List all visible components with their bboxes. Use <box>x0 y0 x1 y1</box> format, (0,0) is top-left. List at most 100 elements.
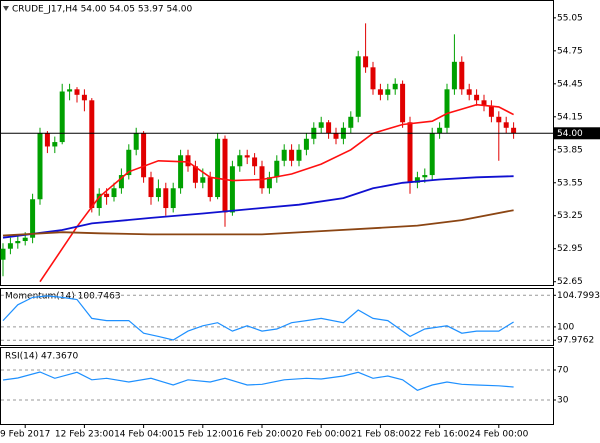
y-tick-label: 53.55 <box>557 178 583 188</box>
candle-body <box>370 67 376 90</box>
candle-body <box>451 61 457 90</box>
candle-body <box>59 91 65 143</box>
current-price-box <box>553 127 600 140</box>
y-tick-label: 55.05 <box>557 13 583 23</box>
candle-body <box>289 149 295 161</box>
chart-title: CRUDE_J17,H4 54.00 54.05 53.97 54.00 <box>12 5 192 15</box>
candle-body <box>155 188 161 198</box>
candle-body <box>237 155 243 167</box>
candle-body <box>7 243 13 249</box>
candle-body <box>178 155 184 189</box>
candle-body <box>244 155 250 158</box>
y-tick-label: 97.9762 <box>557 336 594 346</box>
main-panel-frame <box>0 0 554 286</box>
x-tick-label: 14 Feb 04:00 <box>114 430 173 440</box>
candle-body <box>474 94 480 101</box>
candle-body <box>466 89 472 95</box>
candle-body <box>266 177 272 189</box>
candle-body <box>355 56 361 117</box>
current-price-label: 54.00 <box>557 129 583 139</box>
candle-body <box>192 166 198 183</box>
candle-body <box>377 89 383 95</box>
y-tick-label: 104.7993 <box>557 291 600 301</box>
candle-body <box>126 149 132 176</box>
x-tick-label: 15 Feb 12:00 <box>173 430 232 440</box>
y-tick-label: 53.25 <box>557 211 583 221</box>
candle-body <box>207 177 213 198</box>
y-tick-label: 53.85 <box>557 145 583 155</box>
candle-body <box>481 100 487 106</box>
candle-body <box>496 116 502 123</box>
momentum-title: Momentum(14) 100.7463 <box>5 292 121 302</box>
y-tick-label: 54.15 <box>557 112 583 122</box>
candle-body <box>15 241 21 244</box>
candle-body <box>111 188 117 198</box>
x-tick-label: 22 Feb 16:00 <box>410 430 469 440</box>
candle-body <box>422 175 428 178</box>
candle-body <box>259 166 265 189</box>
candle-body <box>222 138 228 213</box>
candle-body <box>429 133 435 176</box>
x-tick-label: 16 Feb 20:00 <box>232 430 291 440</box>
candle-body <box>118 175 124 189</box>
candle-body <box>96 193 102 209</box>
x-tick-label: 12 Feb 23:00 <box>55 430 114 440</box>
moving-average <box>2 209 514 237</box>
y-tick-label: 52.95 <box>557 244 583 254</box>
rsi-title: RSI(14) 47.3670 <box>5 352 78 362</box>
y-tick-label: 100 <box>557 322 574 332</box>
y-tick-label: 70 <box>557 366 569 376</box>
moving-average <box>2 175 514 239</box>
candle-body <box>229 166 235 213</box>
candle-body <box>407 122 413 183</box>
indicator-line <box>2 295 514 341</box>
y-tick-label: 52.65 <box>557 277 583 287</box>
x-tick-label: 20 Feb 00:00 <box>292 430 351 440</box>
x-tick-label: 9 Feb 2017 <box>0 430 50 440</box>
candle-body <box>52 142 58 147</box>
symbol-icon <box>3 6 9 11</box>
x-tick-label: 21 Feb 08:00 <box>351 430 410 440</box>
candle-body <box>274 160 280 178</box>
candle-body <box>0 248 6 260</box>
candle-body <box>333 133 339 139</box>
candle-body <box>414 177 420 183</box>
candle-body <box>296 149 302 161</box>
y-tick-label: 54.75 <box>557 46 583 56</box>
candle-body <box>348 116 354 128</box>
candle-body <box>163 188 169 209</box>
candle-body <box>89 100 95 209</box>
candle-body <box>303 138 309 150</box>
rsi-panel-frame <box>0 347 554 425</box>
candle-body <box>104 193 110 198</box>
candle-body <box>511 127 517 134</box>
candle-body <box>281 149 287 161</box>
momentum-panel-frame <box>0 288 554 346</box>
candle-body <box>252 157 258 167</box>
candle-body <box>37 133 43 200</box>
candle-body <box>215 138 221 198</box>
candle-body <box>459 61 465 90</box>
candle-body <box>488 105 494 117</box>
candle-body <box>437 127 443 134</box>
candle-body <box>74 89 80 95</box>
candle-body <box>170 188 176 209</box>
indicator-line <box>2 371 514 391</box>
candle-body <box>392 83 398 90</box>
moving-average <box>39 103 514 283</box>
candle-body <box>444 89 450 128</box>
y-tick-label: 30 <box>557 396 569 406</box>
candle-body <box>22 237 28 242</box>
candle-body <box>385 89 391 95</box>
candle-body <box>318 122 324 128</box>
candle-body <box>133 133 139 150</box>
x-tick-label: 24 Feb 00:00 <box>469 430 528 440</box>
candle-body <box>81 94 87 101</box>
candle-body <box>363 56 369 68</box>
candle-body <box>326 122 332 134</box>
candle-body <box>200 177 206 183</box>
candle-body <box>185 155 191 167</box>
y-tick-label: 54.45 <box>557 79 583 89</box>
